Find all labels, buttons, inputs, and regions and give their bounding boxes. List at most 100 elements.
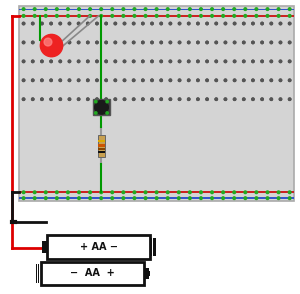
Circle shape: [160, 22, 162, 25]
Circle shape: [252, 41, 254, 44]
Circle shape: [89, 197, 92, 199]
Circle shape: [197, 22, 199, 25]
Circle shape: [279, 22, 282, 25]
Circle shape: [178, 60, 181, 63]
Circle shape: [261, 79, 263, 81]
Circle shape: [279, 79, 282, 81]
Circle shape: [122, 15, 125, 17]
Circle shape: [40, 34, 63, 57]
Circle shape: [142, 98, 144, 100]
Circle shape: [169, 41, 172, 44]
Circle shape: [224, 22, 226, 25]
Circle shape: [261, 98, 263, 100]
Circle shape: [78, 15, 80, 17]
Text: −  AA  +: − AA +: [70, 268, 115, 278]
Circle shape: [114, 60, 116, 63]
Circle shape: [233, 41, 236, 44]
Circle shape: [59, 41, 61, 44]
Circle shape: [233, 15, 236, 17]
Circle shape: [215, 22, 218, 25]
Circle shape: [224, 98, 226, 100]
Circle shape: [288, 8, 291, 11]
Bar: [98, 135, 105, 156]
Circle shape: [197, 41, 199, 44]
Circle shape: [160, 79, 162, 81]
Circle shape: [68, 79, 70, 81]
Circle shape: [33, 191, 36, 194]
Circle shape: [178, 8, 180, 11]
Circle shape: [32, 22, 34, 25]
Circle shape: [22, 98, 25, 100]
Circle shape: [206, 22, 208, 25]
Circle shape: [151, 98, 153, 100]
Circle shape: [77, 22, 80, 25]
Circle shape: [160, 22, 162, 25]
Circle shape: [133, 98, 135, 100]
Circle shape: [96, 22, 98, 25]
Circle shape: [87, 60, 89, 63]
Circle shape: [252, 79, 254, 81]
Circle shape: [206, 79, 208, 81]
Circle shape: [77, 79, 80, 81]
Circle shape: [222, 15, 224, 17]
Circle shape: [96, 79, 98, 81]
Circle shape: [270, 60, 272, 63]
Circle shape: [87, 22, 89, 25]
Circle shape: [77, 41, 80, 44]
Bar: [19, 15, 294, 17]
Circle shape: [96, 22, 98, 25]
Circle shape: [78, 191, 80, 194]
Bar: [42, 241, 47, 253]
Circle shape: [244, 8, 247, 11]
Circle shape: [114, 98, 116, 100]
Circle shape: [233, 98, 236, 100]
Circle shape: [77, 41, 80, 44]
Circle shape: [155, 15, 158, 17]
Circle shape: [178, 98, 181, 100]
Circle shape: [215, 79, 218, 81]
Circle shape: [111, 15, 114, 17]
Circle shape: [87, 79, 89, 81]
Circle shape: [224, 41, 226, 44]
Circle shape: [56, 191, 58, 194]
Circle shape: [114, 22, 116, 25]
Circle shape: [151, 60, 153, 63]
Circle shape: [95, 101, 108, 114]
Circle shape: [142, 98, 144, 100]
Circle shape: [270, 79, 272, 81]
Circle shape: [252, 41, 254, 44]
Circle shape: [59, 22, 61, 25]
Circle shape: [215, 60, 218, 63]
Circle shape: [133, 41, 135, 44]
Circle shape: [87, 60, 89, 63]
Circle shape: [151, 60, 153, 63]
Circle shape: [261, 41, 263, 44]
Bar: [19, 191, 294, 193]
Circle shape: [233, 79, 236, 81]
Circle shape: [142, 79, 144, 81]
Circle shape: [252, 60, 254, 63]
Circle shape: [243, 79, 245, 81]
Circle shape: [114, 60, 116, 63]
Circle shape: [133, 191, 136, 194]
Circle shape: [211, 197, 213, 199]
Bar: [36, 264, 37, 283]
Circle shape: [22, 22, 25, 25]
Circle shape: [106, 112, 108, 114]
Circle shape: [200, 191, 202, 194]
Circle shape: [41, 22, 43, 25]
Circle shape: [252, 60, 254, 63]
Circle shape: [32, 98, 34, 100]
Circle shape: [114, 22, 116, 25]
Circle shape: [160, 60, 162, 63]
Circle shape: [22, 60, 25, 63]
Circle shape: [77, 98, 80, 100]
Text: + AA −: + AA −: [80, 242, 118, 252]
Circle shape: [279, 22, 282, 25]
Circle shape: [255, 191, 258, 194]
Circle shape: [144, 197, 147, 199]
Circle shape: [105, 79, 107, 81]
Circle shape: [243, 98, 245, 100]
Circle shape: [279, 60, 282, 63]
Circle shape: [252, 22, 254, 25]
